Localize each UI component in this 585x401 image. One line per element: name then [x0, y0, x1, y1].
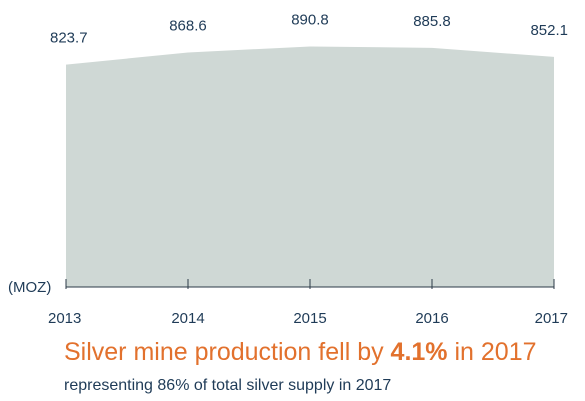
x-tick-label: 2015 [293, 310, 326, 327]
x-axis-ticks: 2013 2014 2015 2016 2017 [48, 279, 568, 327]
value-label: 885.8 [413, 13, 451, 30]
value-labels: 823.7 868.6 890.8 885.8 852.1 [50, 11, 568, 46]
x-tick-label: 2017 [535, 310, 568, 327]
area-chart: (MOZ) 2013 2014 2015 2016 2017 823.7 868.6 890… [8, 11, 568, 327]
value-label: 852.1 [530, 22, 568, 39]
x-tick-label: 2013 [48, 310, 81, 327]
x-tick-label: 2016 [415, 310, 448, 327]
headline-suffix: in 2017 [447, 338, 537, 366]
value-label: 890.8 [291, 11, 329, 28]
x-tick-label: 2014 [171, 310, 204, 327]
production-area [66, 46, 554, 287]
headline: Silver mine production fell by 4.1% in 2… [64, 338, 537, 367]
subtitle: representing 86% of total silver supply … [64, 377, 392, 394]
value-label: 823.7 [50, 30, 88, 47]
value-label: 868.6 [169, 17, 207, 34]
headline-highlight: 4.1% [390, 338, 448, 366]
unit-label: (MOZ) [8, 279, 51, 296]
headline-prefix: Silver mine production fell by [64, 338, 391, 366]
